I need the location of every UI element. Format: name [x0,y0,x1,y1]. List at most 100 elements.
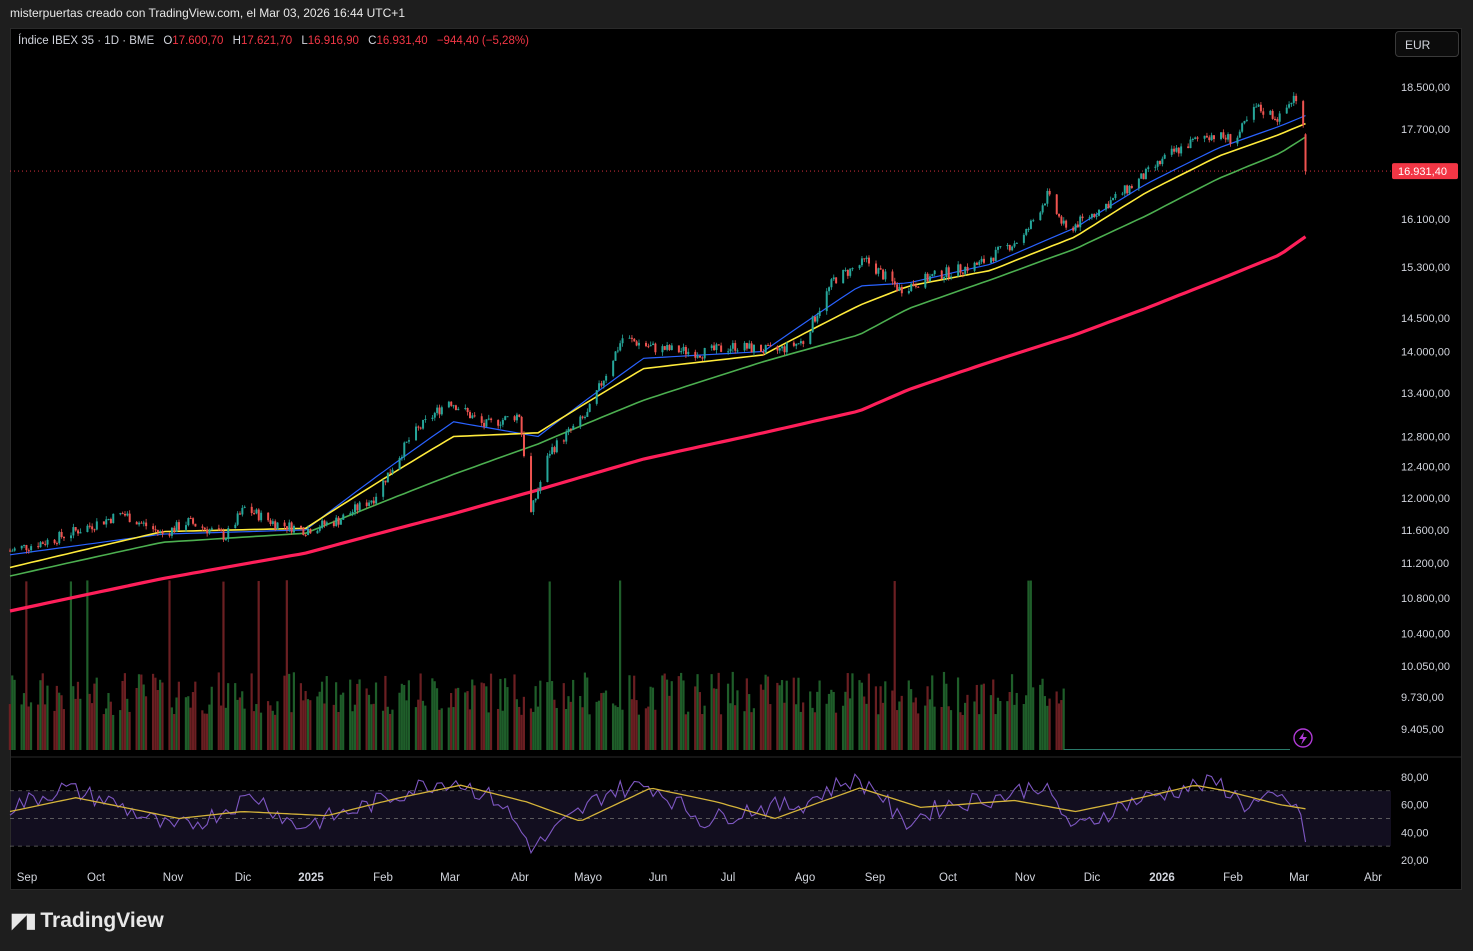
volume-bar [1032,687,1035,750]
volume-bar [398,692,401,750]
volume-bar [285,580,288,750]
volume-bar [288,673,291,750]
candle-body [926,273,929,282]
candle-body [1147,167,1150,170]
symbol-name[interactable]: Índice IBEX 35 · 1D · BME [18,35,155,47]
volume-bar [102,714,105,750]
candle-body [973,262,976,271]
candle-body [1271,110,1274,119]
volume-bar [227,683,230,750]
volume-bar [865,703,868,750]
volume-bar [252,711,256,750]
volume-bar [637,714,640,750]
volume-bar [217,672,220,750]
volume-bar [95,677,98,750]
volume-bar [208,704,211,750]
candle-body [534,498,537,501]
candle-body [637,342,640,346]
volume-bar [55,685,58,750]
volume-bar [421,700,425,750]
candle-body [471,415,474,419]
volume-bar [898,701,901,750]
volume-bar [194,681,197,750]
candle-body [398,458,401,470]
candle-body [720,345,723,352]
volume-bar [1043,696,1046,750]
candle-body [419,427,422,429]
tradingview-brand[interactable]: ◤▮ TradingView [12,908,164,933]
candle-body [1105,203,1108,210]
price-tick-label: 15.300,00 [1401,262,1450,274]
candle-body [105,519,108,525]
volume-bar [259,712,263,750]
candle-body [1229,134,1232,144]
volume-bar [581,707,584,750]
candle-body [940,270,943,280]
volume-bar [274,714,277,750]
volume-bar [565,708,568,750]
candle-body [382,480,385,497]
candle-body [1046,190,1049,204]
candle-body [152,526,155,530]
candle-body [321,520,324,528]
volume-bar [29,702,33,750]
candle-body [684,346,687,355]
candle-body [403,442,406,457]
candle-body [764,344,767,353]
candle-body [1262,111,1265,115]
price-tick-label: 9.730,00 [1401,692,1444,704]
candle-body [276,522,279,530]
volume-bar [949,710,953,750]
candle-body [161,531,164,535]
candle-body [635,341,638,346]
volume-bar [424,705,427,750]
volume-bar [670,681,673,750]
volume-bar [112,714,115,750]
volume-bar [137,674,141,750]
candle-body [241,507,244,515]
volume-bar [255,704,258,750]
candle-body [799,341,802,344]
candle-body [368,502,371,506]
volume-bar [931,675,934,750]
volume-bar [351,711,354,750]
candle-body [1285,107,1288,114]
ohlc-legend: Índice IBEX 35 · 1D · BME O17.600,70 H17… [18,35,529,47]
candle-body [896,284,899,291]
time-tick-label: Oct [87,872,106,884]
candle-body [898,286,901,291]
volume-bar [891,690,894,750]
candle-body [194,523,197,527]
candle-body [203,527,206,530]
candle-body [189,518,192,520]
candle-body [1058,213,1061,217]
candle-body [9,550,11,552]
open-label: O [163,35,173,47]
volume-bar [473,685,476,750]
candle-body [1245,119,1248,121]
volume-bar [177,681,180,750]
candle-body [1154,166,1157,168]
lightning-icon [1293,728,1313,748]
candle-body [450,401,453,406]
candle-body [924,273,927,288]
currency-button[interactable]: EUR [1395,31,1459,57]
volume-bar [586,677,589,750]
candle-body [480,416,483,423]
volume-bar [792,677,795,750]
rsi-tick-label: 80,00 [1401,772,1429,784]
volume-bar [752,708,755,750]
candle-body [457,408,460,411]
volume-bar [644,708,648,750]
candle-body [844,269,847,271]
volume-bar [539,680,542,750]
price-tick-label: 10.400,00 [1401,629,1450,641]
candle-body [41,542,44,544]
volume-bar [304,691,307,750]
volume-bar [825,703,828,750]
volume-bar [917,713,920,750]
volume-bar [961,714,964,750]
time-tick-label: Oct [939,872,958,884]
price-tick-label: 9.405,00 [1401,724,1444,736]
